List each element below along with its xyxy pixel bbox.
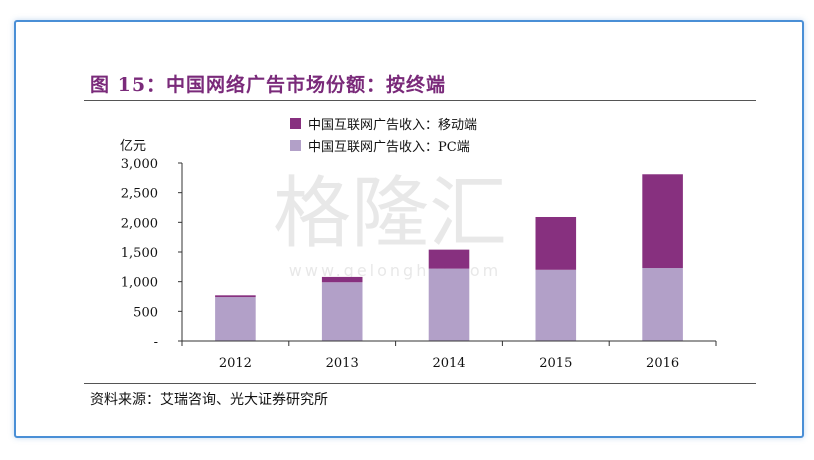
legend-label: 中国互联网广告收入：PC端 <box>308 140 470 155</box>
legend-label: 中国互联网广告收入：移动端 <box>308 118 477 133</box>
bar-mobile-2012 <box>215 295 256 298</box>
y-tick-label: 1,500 <box>121 246 158 261</box>
y-axis-unit-label: 亿元 <box>120 139 146 154</box>
y-tick-label: 2,500 <box>121 187 158 202</box>
bar-mobile-2014 <box>428 249 470 269</box>
legend-swatch <box>290 140 301 151</box>
y-tick-label: - <box>154 335 158 350</box>
y-tick-label: 1,000 <box>121 276 158 291</box>
bar-pc-2013 <box>321 282 363 341</box>
y-tick-label: 3,000 <box>121 157 158 172</box>
legend-swatch <box>290 118 301 129</box>
bar-pc-2012 <box>215 297 256 341</box>
x-tick-label: 2013 <box>326 356 359 371</box>
x-tick-label: 2012 <box>219 356 252 371</box>
bar-pc-2015 <box>535 269 577 341</box>
y-tick-label: 500 <box>133 305 158 320</box>
x-tick-label: 2016 <box>646 356 679 371</box>
x-tick-label: 2015 <box>539 356 572 371</box>
x-tick-label: 2014 <box>432 356 465 371</box>
bar-mobile-2013 <box>321 276 363 283</box>
bar-mobile-2016 <box>642 174 683 269</box>
bar-pc-2016 <box>642 268 683 341</box>
y-tick-label: 2,000 <box>121 216 158 231</box>
watermark-url-text: www.gelonghui.com <box>289 261 501 280</box>
bar-series <box>215 174 683 341</box>
bar-pc-2014 <box>428 268 470 341</box>
title-divider <box>84 100 756 101</box>
figure-title: 图 15：中国网络广告市场份额：按终端 <box>90 74 447 96</box>
watermark: 格隆汇 www.gelonghui.com <box>273 169 507 280</box>
watermark-logo-text: 格隆汇 <box>273 169 507 259</box>
bar-mobile-2015 <box>535 216 577 270</box>
x-axis: 2012 2013 2014 2015 2016 <box>181 340 717 371</box>
y-axis: - 500 1,000 1,500 2,000 2,500 3,000 <box>121 157 183 350</box>
source-note: 资料来源：艾瑞咨询、光大证券研究所 <box>90 392 328 408</box>
source-divider <box>84 383 756 384</box>
